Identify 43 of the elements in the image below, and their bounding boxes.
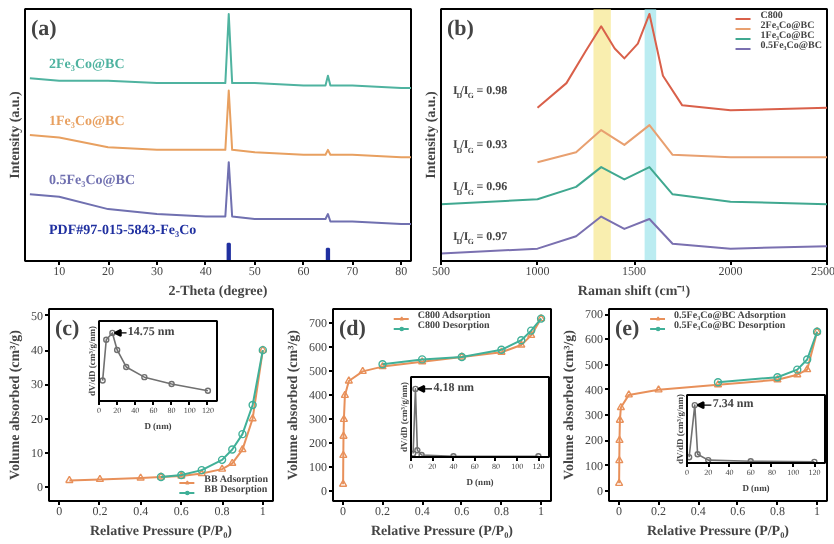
point — [418, 451, 425, 457]
point — [705, 456, 712, 463]
point — [654, 385, 663, 393]
chart-title: (c) — [55, 317, 81, 341]
point — [338, 479, 348, 487]
point — [113, 346, 121, 354]
point — [95, 474, 105, 483]
chart-title: (d) — [339, 317, 367, 341]
point — [339, 450, 348, 459]
point — [339, 431, 348, 439]
point — [136, 473, 145, 481]
point — [238, 444, 247, 453]
point — [694, 451, 701, 458]
point — [615, 415, 625, 423]
point — [248, 400, 257, 410]
point — [616, 402, 626, 411]
point — [344, 376, 354, 384]
point — [802, 364, 812, 373]
point — [615, 435, 624, 444]
point — [339, 414, 349, 423]
point — [340, 390, 350, 399]
chart-title: (e) — [615, 317, 641, 341]
point — [802, 355, 812, 364]
point — [228, 458, 237, 467]
point — [228, 445, 237, 454]
point — [168, 380, 175, 388]
point — [624, 390, 634, 398]
chart-title: (a) — [31, 17, 58, 41]
point — [238, 429, 247, 439]
point — [217, 464, 227, 472]
point — [691, 401, 698, 409]
point — [103, 336, 110, 343]
point — [123, 363, 130, 371]
point — [412, 385, 419, 393]
point — [615, 455, 624, 464]
point — [217, 455, 227, 465]
point — [358, 366, 367, 375]
point — [109, 329, 116, 337]
chart-title: (b) — [447, 17, 475, 41]
point — [614, 478, 624, 487]
point — [248, 413, 257, 422]
point — [65, 475, 74, 484]
point — [141, 373, 148, 381]
